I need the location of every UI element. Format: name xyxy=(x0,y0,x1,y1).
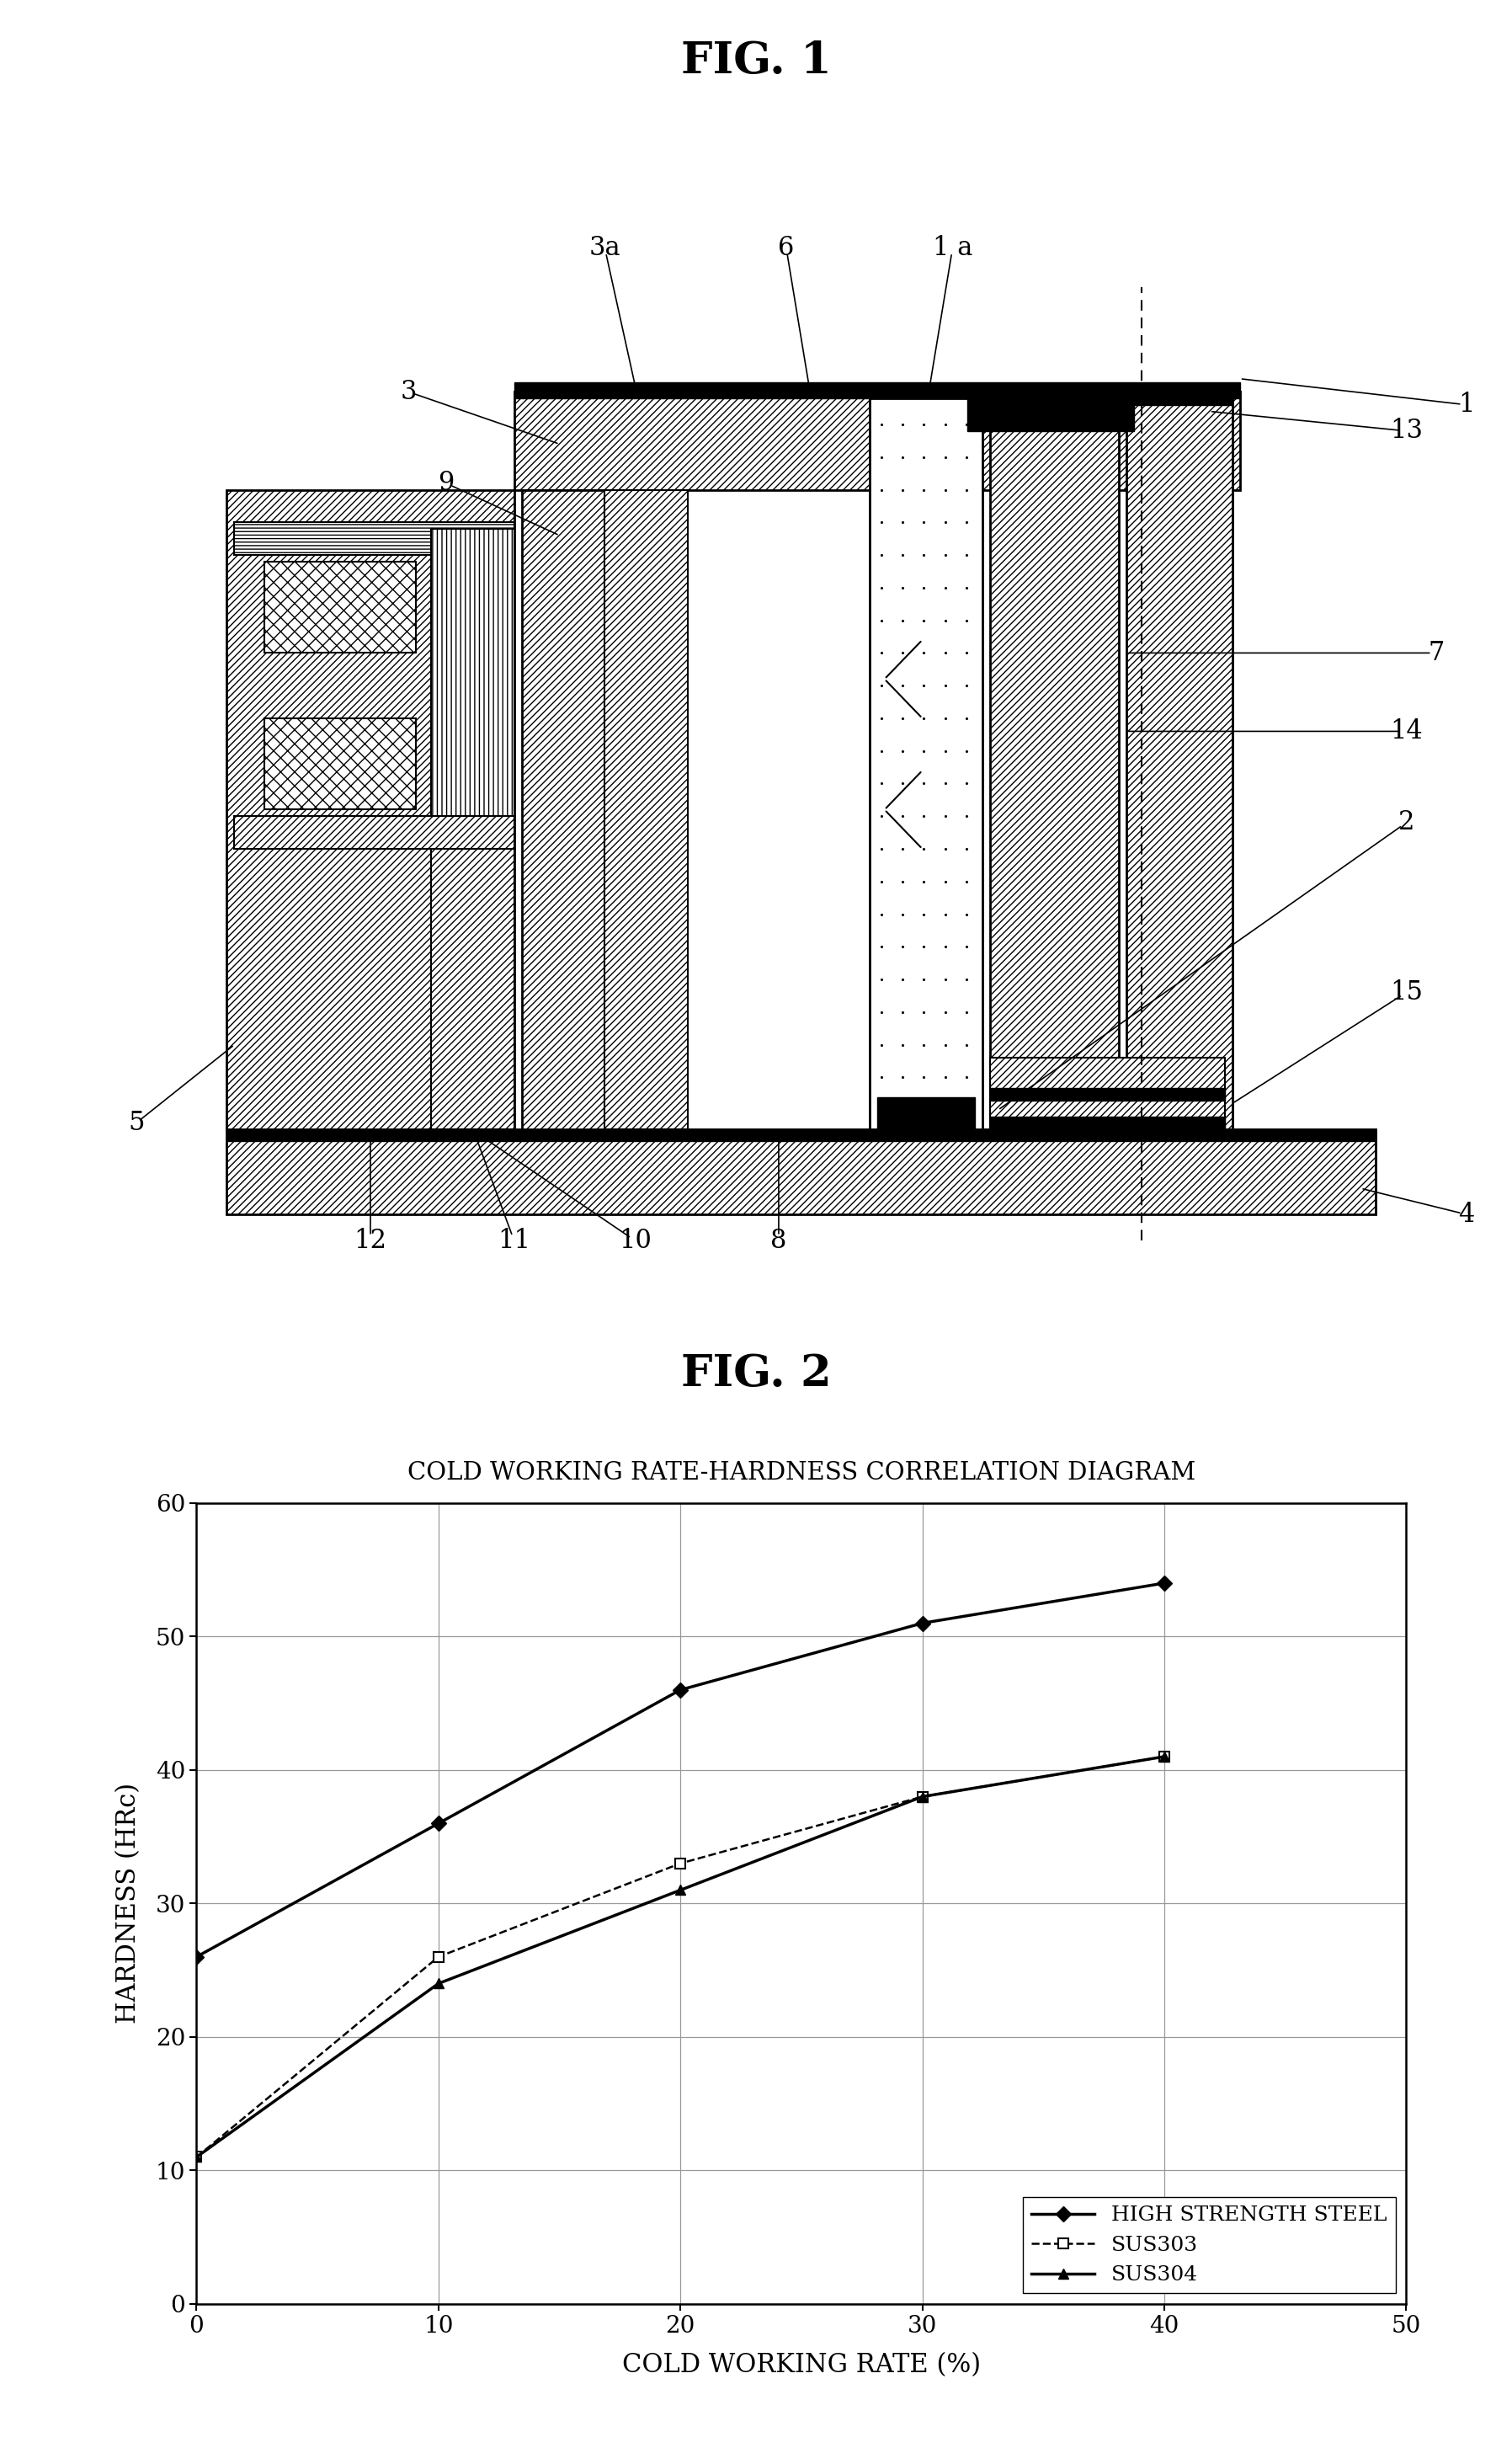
Bar xyxy=(990,389,1119,404)
Text: 2: 2 xyxy=(1399,811,1414,835)
X-axis label: COLD WORKING RATE (%): COLD WORKING RATE (%) xyxy=(621,2351,981,2378)
Text: 5: 5 xyxy=(129,1111,144,1136)
Text: 9: 9 xyxy=(438,471,454,495)
Bar xyxy=(514,382,1240,399)
Bar xyxy=(514,392,1240,490)
Text: 11: 11 xyxy=(497,1227,531,1254)
Text: 3: 3 xyxy=(401,379,416,404)
Bar xyxy=(605,490,688,1129)
Bar xyxy=(265,719,416,811)
Bar xyxy=(968,399,1134,431)
Bar xyxy=(265,562,416,653)
Bar xyxy=(990,1116,1225,1129)
Bar xyxy=(990,1087,1225,1101)
Bar xyxy=(1126,399,1232,1129)
Text: 10: 10 xyxy=(618,1227,652,1254)
Bar xyxy=(877,1096,975,1129)
Text: 3a: 3a xyxy=(590,234,620,261)
Text: 1: 1 xyxy=(1459,392,1474,419)
Text: 15: 15 xyxy=(1390,981,1423,1005)
Bar xyxy=(869,399,983,1129)
Text: 13: 13 xyxy=(1390,419,1423,444)
Y-axis label: HARDNESS (HRc): HARDNESS (HRc) xyxy=(115,1784,142,2023)
Bar xyxy=(227,1129,1376,1215)
Text: FIG. 1: FIG. 1 xyxy=(680,39,832,81)
Bar xyxy=(1126,389,1232,404)
Text: 14: 14 xyxy=(1390,719,1423,744)
Bar xyxy=(990,399,1119,1129)
Text: 12: 12 xyxy=(354,1227,387,1254)
Bar xyxy=(431,816,514,1129)
Text: FIG. 2: FIG. 2 xyxy=(680,1353,832,1395)
Bar xyxy=(431,530,514,816)
Text: 1 a: 1 a xyxy=(933,234,972,261)
Bar xyxy=(227,490,514,1129)
Text: 8: 8 xyxy=(771,1227,786,1254)
Title: COLD WORKING RATE-HARDNESS CORRELATION DIAGRAM: COLD WORKING RATE-HARDNESS CORRELATION D… xyxy=(407,1461,1196,1486)
Text: 6: 6 xyxy=(779,234,794,261)
Bar xyxy=(234,816,514,848)
Text: 4: 4 xyxy=(1459,1202,1474,1227)
Bar xyxy=(227,1129,1376,1141)
Bar xyxy=(522,490,605,1129)
Bar xyxy=(990,1057,1225,1129)
Legend: HIGH STRENGTH STEEL, SUS303, SUS304: HIGH STRENGTH STEEL, SUS303, SUS304 xyxy=(1024,2198,1396,2294)
Bar xyxy=(234,522,514,554)
Text: 7: 7 xyxy=(1429,641,1444,665)
